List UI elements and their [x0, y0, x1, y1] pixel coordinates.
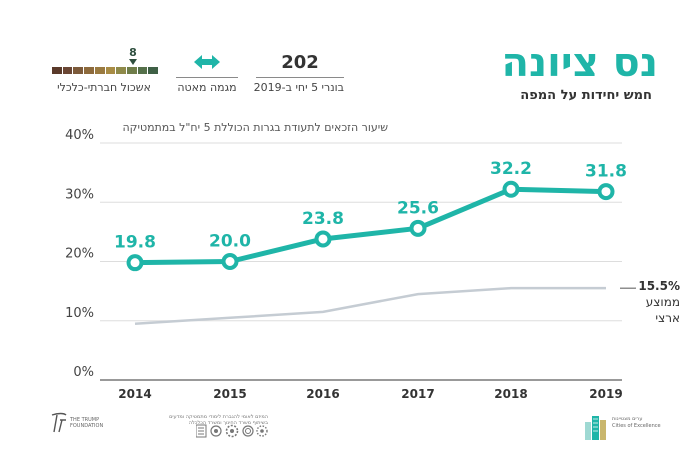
count-divider: [256, 77, 344, 78]
socio-segment: [148, 67, 159, 74]
national-average-value: 15.5%: [638, 279, 680, 293]
y-tick-label: 10%: [65, 306, 94, 321]
socio-segment: [137, 67, 149, 74]
socio-segment: [116, 67, 127, 74]
socio-rank-value: 8: [129, 46, 137, 59]
socio-scale-bar: [52, 67, 159, 74]
chart-title: שיעור הזכאים לתעודת בגרות הכוללת 5 יח"ל …: [122, 121, 389, 134]
x-tick-label: 2019: [589, 387, 622, 401]
socio-segment: [126, 67, 138, 74]
y-tick-label: 30%: [65, 187, 94, 202]
trump-foundation-text: THE TRUMP FOUNDATION: [70, 417, 104, 429]
socio-segment: [62, 67, 74, 74]
data-label: 20.0: [209, 232, 251, 252]
x-tick-label: 2016: [306, 387, 339, 401]
socio-segment: [105, 67, 117, 74]
partners-text: המיזם לאומי להגברת לימודי מתמטיקה ומדעים…: [169, 414, 268, 426]
data-label: 23.8: [302, 209, 344, 229]
main-series-line: [132, 186, 609, 266]
x-tick-label: 2014: [118, 387, 151, 401]
socio-label: אשכול חברתי-כלכלי: [57, 81, 151, 94]
socio-segment: [84, 67, 95, 74]
socio-segment: [94, 67, 106, 74]
double-arrow-icon: [194, 55, 220, 69]
graduates-count: 202: [281, 52, 319, 73]
data-label: 32.2: [490, 159, 532, 179]
graduates-count-label: בונרי 5 יחי ב-2019: [253, 81, 344, 94]
trend-label: מגמה מאטה: [177, 81, 237, 94]
x-tick-label: 2018: [494, 387, 527, 401]
national-average-text-1: ממוצע: [645, 295, 680, 309]
y-tick-label: 20%: [65, 247, 94, 262]
socio-segment: [73, 67, 85, 74]
x-tick-label: 2017: [401, 387, 434, 401]
cities-of-excellence-text: ערים מצטיינות Cities of Excellence: [612, 416, 661, 429]
national-average-series-line: [134, 286, 606, 325]
national-average-text-2: ארצי: [655, 311, 680, 325]
data-point: [221, 253, 239, 270]
page-subtitle: חמש יחידות על המפה: [520, 88, 652, 103]
x-tick-label: 2015: [213, 387, 246, 401]
page-title: נס ציונה: [501, 40, 658, 86]
national-average-label: 15.5% ממוצע ארצי: [628, 278, 680, 326]
data-label: 25.6: [397, 198, 439, 218]
trend-divider: [176, 77, 238, 78]
data-point: [126, 254, 144, 272]
data-label: 19.8: [114, 233, 156, 253]
trump-foundation-logo-icon: [51, 412, 67, 433]
y-tick-label: 0%: [73, 365, 94, 380]
rank-marker-icon: [129, 59, 137, 65]
data-point: [314, 230, 332, 248]
y-tick-label: 40%: [65, 128, 94, 143]
data-point: [597, 183, 615, 201]
cities-of-excellence-logo-icon: [585, 416, 606, 440]
partner-logos-icon: [196, 424, 268, 438]
data-label: 31.8: [585, 162, 627, 182]
data-point: [502, 180, 520, 198]
data-point: [409, 219, 427, 237]
socio-segment: [52, 67, 63, 74]
